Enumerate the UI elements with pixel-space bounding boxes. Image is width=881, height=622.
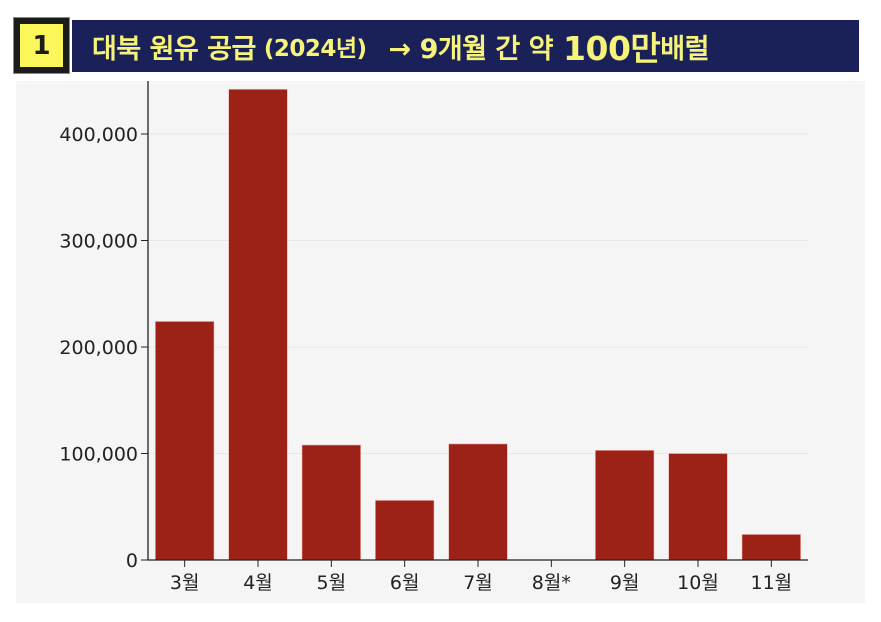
- chart-panel: 0 100,000 200,000 300,000 400,000 3월 4월 5월 6월 7월 8…: [16, 81, 865, 603]
- bar: [741, 534, 801, 561]
- y-tick-label: 0: [126, 550, 138, 572]
- bar: [375, 500, 435, 561]
- x-tick-label: 5월: [317, 572, 347, 594]
- bar: [301, 444, 361, 561]
- bar: [155, 321, 215, 561]
- section-number-badge: 1: [13, 17, 70, 74]
- bar: [668, 453, 728, 561]
- y-tick-label: 200,000: [59, 337, 138, 359]
- x-tick-label: 4월: [243, 572, 273, 594]
- x-tick-label: 6월: [390, 572, 420, 594]
- title-arrow-text: → 9개월 간 약: [388, 33, 554, 65]
- x-tick-label: 3월: [170, 572, 200, 594]
- y-tick-label: 100,000: [59, 444, 138, 466]
- bar: [228, 88, 288, 561]
- title-unit: 배럴: [660, 33, 709, 65]
- title-big-number: 100만: [563, 29, 661, 68]
- chart-title-bar: 대북 원유 공급 (2024년) → 9개월 간 약 100만 배럴: [72, 20, 859, 72]
- x-tick-label: 8월*: [532, 572, 571, 594]
- bar: [595, 450, 655, 561]
- x-tick-label: 10월: [677, 572, 719, 594]
- title-main: 대북 원유 공급: [92, 33, 256, 65]
- x-tick-label: 7월: [463, 572, 493, 594]
- x-tick-label: 9월: [610, 572, 640, 594]
- y-tick-label: 300,000: [59, 231, 138, 253]
- x-tick-label: 11월: [750, 572, 792, 594]
- bar: [448, 443, 508, 561]
- title-year: (2024년): [263, 36, 367, 62]
- badge-number: 1: [32, 30, 51, 61]
- y-tick-label: 400,000: [59, 124, 138, 146]
- bar-chart: 0 100,000 200,000 300,000 400,000 3월 4월 5월 6월 7월 8…: [59, 81, 808, 594]
